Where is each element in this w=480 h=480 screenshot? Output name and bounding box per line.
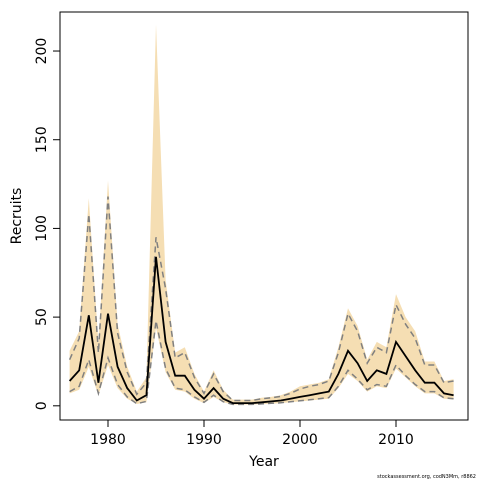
y-tick-label: 150 [34, 126, 50, 153]
y-tick-label: 100 [34, 215, 50, 242]
lower-bound-line [69, 320, 454, 406]
x-tick-label: 2000 [282, 432, 318, 448]
credit-text: stockassessment.org, codN3Mm, r8862 [377, 474, 476, 480]
y-tick-label: 0 [34, 401, 50, 410]
confidence-ribbon [69, 24, 454, 405]
y-tick-label: 50 [34, 308, 50, 326]
y-tick-label: 200 [34, 38, 50, 65]
x-axis-title: Year [248, 454, 279, 470]
y-axis-title: Recruits [9, 188, 25, 245]
x-tick-label: 1980 [90, 432, 126, 448]
median-line [68, 256, 454, 404]
x-tick-label: 2010 [378, 432, 414, 448]
x-tick-label: 1990 [186, 432, 222, 448]
x-axis: 1980 1990 2000 2010 [90, 419, 414, 448]
plot-area [68, 24, 454, 406]
y-axis: 0 50 100 150 200 [34, 38, 61, 410]
